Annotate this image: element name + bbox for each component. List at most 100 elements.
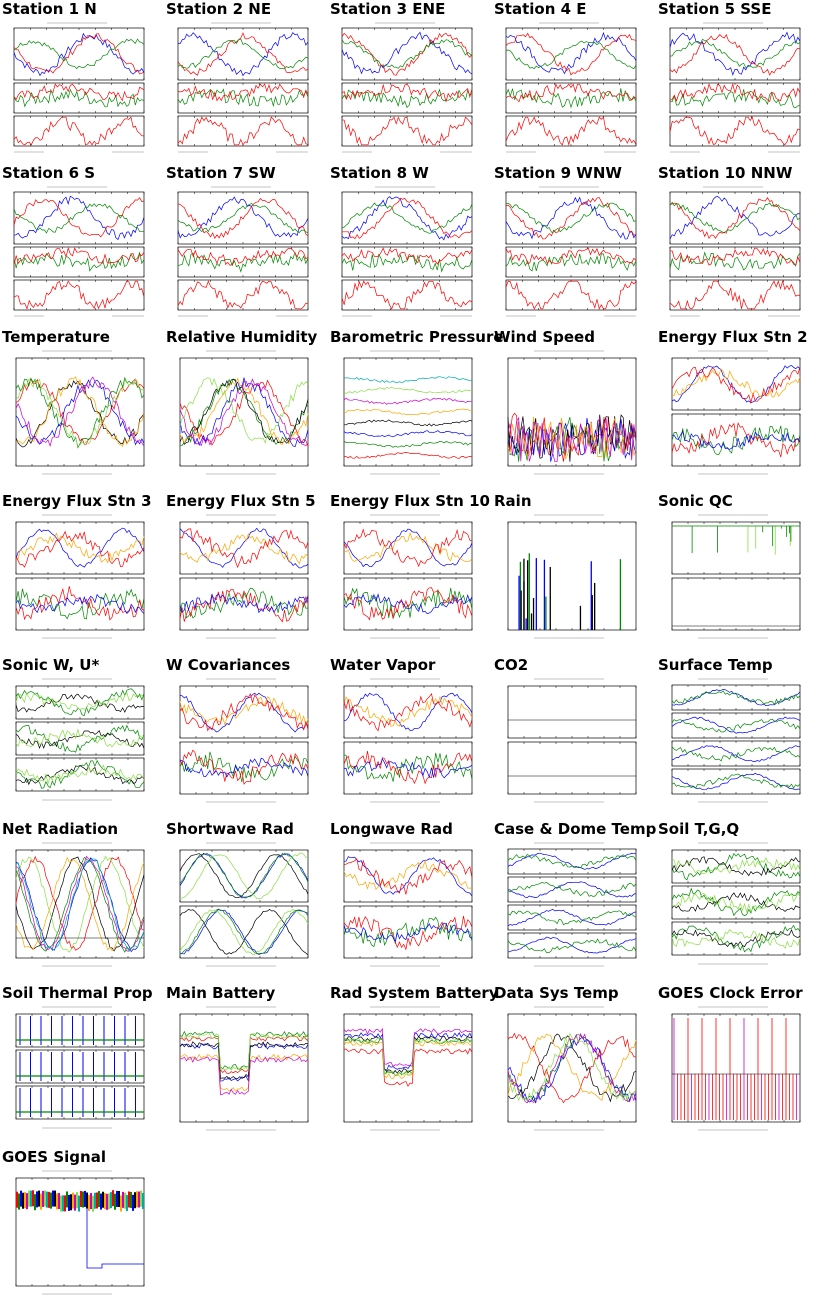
plot-thumbnail[interactable] xyxy=(330,20,485,155)
plot-thumbnail[interactable] xyxy=(2,1004,157,1139)
plot-thumbnail[interactable] xyxy=(2,840,157,975)
signal-block xyxy=(118,1190,120,1207)
plot-tile-station-1-n[interactable]: Station 1 N xyxy=(0,0,160,160)
plot-tile-station-3-ene[interactable]: Station 3 ENE xyxy=(328,0,488,160)
plot-tile-relative-humidity[interactable]: Relative Humidity xyxy=(164,328,324,488)
plot-tile-sonic-w-u[interactable]: Sonic W, U* xyxy=(0,656,160,816)
plot-thumbnail[interactable] xyxy=(166,1004,321,1139)
plot-thumbnail[interactable] xyxy=(2,184,157,319)
plot-thumbnail[interactable] xyxy=(494,512,649,647)
signal-block xyxy=(116,1190,118,1207)
plot-tile-soil-t-g-q[interactable]: Soil T,G,Q xyxy=(656,820,816,980)
series-line xyxy=(179,378,309,446)
series-line xyxy=(343,692,473,731)
plot-tile-case-dome-temp[interactable]: Case & Dome Temp xyxy=(492,820,656,980)
plot-thumbnail[interactable] xyxy=(494,1004,649,1139)
plot-tile-w-covariances[interactable]: W Covariances xyxy=(164,656,324,816)
plot-thumbnail[interactable] xyxy=(166,184,321,319)
series-line xyxy=(671,746,801,762)
plot-title: Soil T,G,Q xyxy=(658,820,740,838)
plot-thumbnail[interactable] xyxy=(494,676,649,811)
plot-thumbnail[interactable] xyxy=(2,20,157,155)
plot-tile-rain[interactable]: Rain xyxy=(492,492,652,652)
plot-tile-energy-flux-stn-2[interactable]: Energy Flux Stn 2 xyxy=(656,328,816,488)
series-line xyxy=(671,718,801,733)
series-line xyxy=(343,452,473,459)
plot-thumbnail[interactable] xyxy=(494,348,649,483)
series-line xyxy=(177,32,309,76)
series-line xyxy=(179,852,309,900)
plot-tile-goes-clock-error[interactable]: GOES Clock Error xyxy=(656,984,816,1144)
plot-tile-surface-temp[interactable]: Surface Temp xyxy=(656,656,816,816)
plot-tile-wind-speed[interactable]: Wind Speed xyxy=(492,328,652,488)
plot-tile-data-sys-temp[interactable]: Data Sys Temp xyxy=(492,984,652,1144)
series-line xyxy=(343,528,473,568)
plot-tile-rad-system-battery[interactable]: Rad System Battery xyxy=(328,984,499,1144)
plot-tile-goes-signal[interactable]: GOES Signal xyxy=(0,1148,160,1308)
plot-thumbnail[interactable] xyxy=(2,676,157,811)
plot-thumbnail[interactable] xyxy=(658,512,813,647)
plot-thumbnail[interactable] xyxy=(166,512,321,647)
plot-tile-station-9-wnw[interactable]: Station 9 WNW xyxy=(492,164,652,324)
plot-thumbnail[interactable] xyxy=(658,676,813,811)
plot-tile-station-5-sse[interactable]: Station 5 SSE xyxy=(656,0,816,160)
plot-thumbnail[interactable] xyxy=(166,348,321,483)
plot-thumbnail[interactable] xyxy=(2,348,157,483)
series-line xyxy=(15,856,145,952)
plot-thumbnail[interactable] xyxy=(658,1004,813,1139)
plot-thumbnail[interactable] xyxy=(166,676,321,811)
plot-thumbnail[interactable] xyxy=(494,20,649,155)
series-line xyxy=(507,416,637,460)
plot-thumbnail[interactable] xyxy=(658,184,813,319)
series-line xyxy=(507,1032,637,1104)
series-line xyxy=(15,856,145,953)
panel-top xyxy=(507,685,637,739)
plot-thumbnail[interactable] xyxy=(330,348,485,483)
plot-tile-temperature[interactable]: Temperature xyxy=(0,328,160,488)
plot-tile-co2[interactable]: CO2 xyxy=(492,656,652,816)
plot-tile-sonic-qc[interactable]: Sonic QC xyxy=(656,492,816,652)
plot-tile-station-2-ne[interactable]: Station 2 NE xyxy=(164,0,324,160)
plot-tile-station-10-nnw[interactable]: Station 10 NNW xyxy=(656,164,816,324)
plot-tile-net-radiation[interactable]: Net Radiation xyxy=(0,820,160,980)
plot-thumbnail[interactable] xyxy=(330,184,485,319)
plot-thumbnail[interactable] xyxy=(330,512,485,647)
plot-tile-soil-thermal-prop[interactable]: Soil Thermal Prop xyxy=(0,984,160,1144)
panel-mid xyxy=(669,82,801,114)
plot-tile-station-6-s[interactable]: Station 6 S xyxy=(0,164,160,324)
plot-tile-energy-flux-stn-10[interactable]: Energy Flux Stn 10 xyxy=(328,492,490,652)
plot-tile-energy-flux-stn-3[interactable]: Energy Flux Stn 3 xyxy=(0,492,160,652)
plot-tile-barometric-pressure[interactable]: Barometric Pressure xyxy=(328,328,504,488)
panel-3 xyxy=(15,757,145,792)
plot-title: Station 10 NNW xyxy=(658,164,793,182)
plot-tile-main-battery[interactable]: Main Battery xyxy=(164,984,324,1144)
series-line xyxy=(343,692,473,732)
plot-tile-station-4-e[interactable]: Station 4 E xyxy=(492,0,652,160)
signal-block xyxy=(52,1190,54,1207)
plot-thumbnail[interactable] xyxy=(494,184,649,319)
plot-tile-water-vapor[interactable]: Water Vapor xyxy=(328,656,488,816)
plot-thumbnail[interactable] xyxy=(166,840,321,975)
plot-thumbnail[interactable] xyxy=(330,1004,485,1139)
series-line xyxy=(15,691,145,711)
plot-thumbnail[interactable] xyxy=(658,20,813,155)
plot-thumbnail[interactable] xyxy=(330,840,485,975)
plot-thumbnail[interactable] xyxy=(166,20,321,155)
plot-thumbnail[interactable] xyxy=(658,348,813,483)
plot-graphic xyxy=(177,186,309,317)
plot-thumbnail[interactable] xyxy=(494,840,649,975)
plot-thumbnail[interactable] xyxy=(330,676,485,811)
plot-title: Station 7 SW xyxy=(166,164,276,182)
plot-tile-longwave-rad[interactable]: Longwave Rad xyxy=(328,820,488,980)
plot-graphic xyxy=(13,22,145,153)
rain-bar xyxy=(519,561,522,630)
plot-thumbnail[interactable] xyxy=(2,1168,157,1303)
plot-tile-shortwave-rad[interactable]: Shortwave Rad xyxy=(164,820,324,980)
plot-tile-station-7-sw[interactable]: Station 7 SW xyxy=(164,164,324,324)
plot-tile-station-8-w[interactable]: Station 8 W xyxy=(328,164,488,324)
plot-graphic xyxy=(507,842,637,967)
plot-thumbnail[interactable] xyxy=(658,840,813,975)
plot-thumbnail[interactable] xyxy=(2,512,157,647)
plot-tile-energy-flux-stn-5[interactable]: Energy Flux Stn 5 xyxy=(164,492,324,652)
